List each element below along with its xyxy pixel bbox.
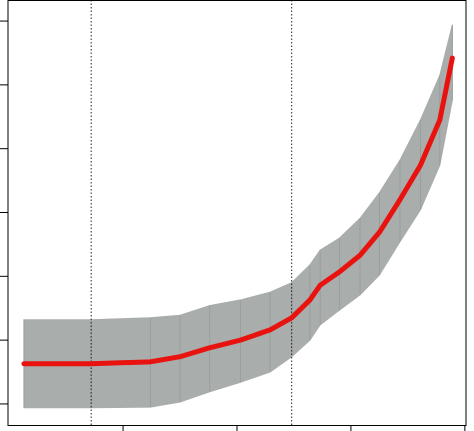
line [21, 55, 455, 367]
